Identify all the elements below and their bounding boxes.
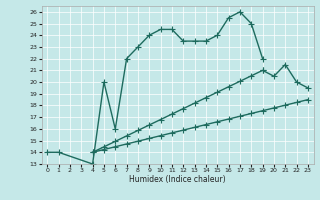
X-axis label: Humidex (Indice chaleur): Humidex (Indice chaleur) [129, 175, 226, 184]
